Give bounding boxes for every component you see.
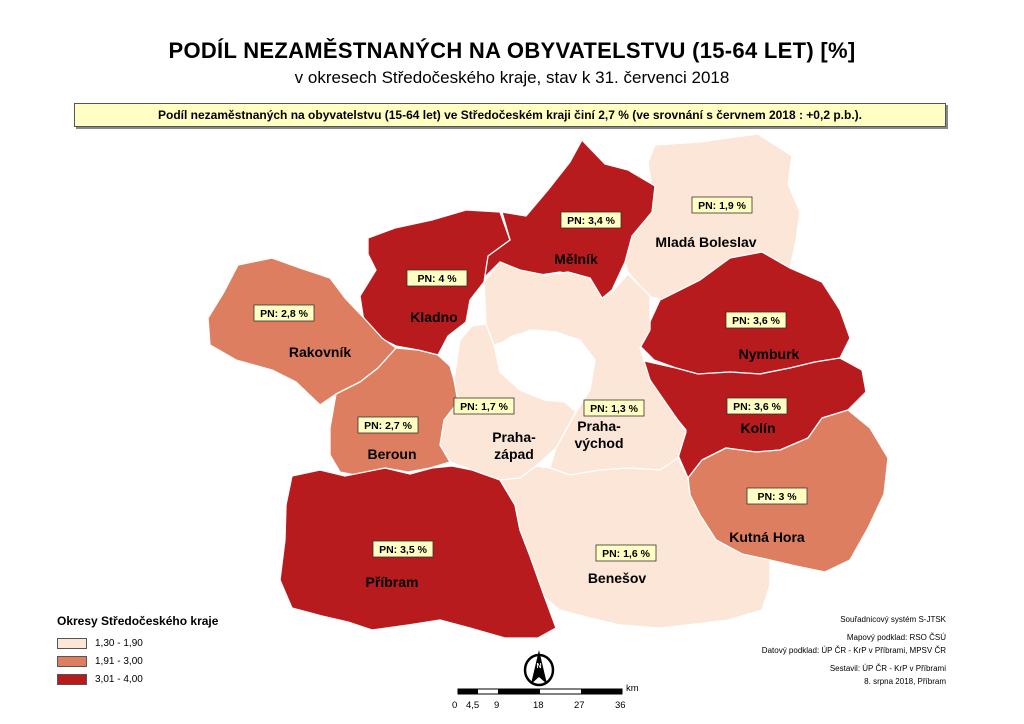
value-box: [595, 544, 657, 562]
value-label: PN: 1,3 %: [590, 403, 639, 415]
legend-item-3: 3,01 - 4,00: [57, 670, 218, 688]
value-label: PN: 3,5 %: [379, 544, 428, 556]
scale-tick-1: 4,5: [466, 700, 480, 711]
value-box: [357, 416, 419, 434]
district-beroun[interactable]: [329, 347, 459, 477]
legend: Okresy Středočeského kraje 1,30 - 1,90 1…: [57, 614, 218, 688]
district-label-benesov: PN: 1,6 % Benešov: [588, 544, 657, 586]
district-label-kutna-hora: PN: 3 % Kutná Hora: [729, 487, 808, 545]
district-label-pribram: PN: 3,5 % Příbram: [366, 540, 434, 590]
prague-hole: [494, 329, 595, 413]
scale-unit: km: [626, 683, 639, 694]
district-label-praha-zapad: PN: 1,7 % Praha-západ: [453, 397, 536, 462]
legend-label-2: 1,91 - 3,00: [95, 655, 143, 667]
scale-tick-5: 36: [615, 700, 626, 711]
district-label-praha-vychod: PN: 1,3 % Praha-východ: [574, 399, 645, 451]
credit-compiled-by: Sestavil: ÚP ČR - KrP v Příbrami: [829, 664, 946, 673]
district-label-beroun: PN: 2,7 % Beroun: [357, 416, 419, 462]
credit-coordinate-system: Souřadnicový systém S-JTSK: [840, 615, 946, 624]
district-name: Kolín: [741, 420, 776, 436]
value-box: [746, 487, 808, 505]
legend-title: Okresy Středočeského kraje: [57, 614, 219, 628]
district-name: Beroun: [368, 446, 417, 462]
legend-swatch-3: [57, 673, 87, 685]
scale-tick-4: 27: [574, 700, 585, 711]
district-name: Mělník: [554, 251, 598, 267]
legend-swatch-1: [57, 637, 87, 649]
value-label: PN: 2,8 %: [260, 308, 309, 320]
scale-tick-0: 0: [452, 700, 458, 711]
legend-label-3: 3,01 - 4,00: [95, 673, 143, 685]
district-label-mlada-boleslav: PN: 1,9 % Mladá Boleslav: [655, 196, 757, 250]
value-box: [253, 304, 315, 322]
district-name: Kladno: [410, 309, 457, 325]
district-label-melnik: PN: 3,4 % Mělník: [554, 211, 622, 267]
credit-date: 8. srpna 2018, Příbram: [864, 677, 946, 686]
value-label: PN: 1,9 %: [698, 200, 747, 212]
district-name: Mladá Boleslav: [655, 234, 756, 250]
legend-item-2: 1,91 - 3,00: [57, 652, 218, 670]
value-box: [583, 399, 645, 417]
value-label: PN: 4 %: [417, 273, 457, 285]
district-benesov[interactable]: [499, 457, 771, 629]
value-box: [726, 397, 788, 415]
map-credits: Souřadnicový systém S-JTSK Mapový podkla…: [762, 613, 946, 688]
value-label: PN: 1,7 %: [460, 401, 509, 413]
value-box: [691, 196, 753, 214]
value-box: [372, 540, 434, 558]
value-box: [453, 397, 515, 415]
value-label: PN: 2,7 %: [364, 420, 413, 432]
district-name: Praha-východ: [574, 418, 623, 451]
scale-tick-2: 9: [494, 700, 500, 711]
district-name: Kutná Hora: [729, 529, 805, 545]
district-name: Nymburk: [739, 346, 800, 362]
map-title: PODÍL NEZAMĚSTNANÝCH NA OBYVATELSTVU (15…: [168, 38, 856, 63]
scale-tick-3: 18: [533, 700, 544, 711]
district-label-kolin: PN: 3,6 % Kolín: [726, 397, 788, 436]
value-box: [725, 311, 787, 329]
district-name: Rakovník: [289, 344, 351, 360]
legend-item-1: 1,30 - 1,90: [57, 634, 218, 652]
district-label-kladno: PN: 4 % Kladno: [406, 269, 468, 325]
legend-swatch-2: [57, 655, 87, 667]
legend-label-1: 1,30 - 1,90: [95, 637, 143, 649]
district-label-nymburk: PN: 3,6 % Nymburk: [725, 311, 800, 362]
map-subtitle: v okresech Středočeského kraje, stav k 3…: [294, 68, 730, 87]
value-box: [560, 211, 622, 229]
credit-map-source: Mapový podklad: RSO ČSÚ: [846, 633, 946, 642]
value-label: PN: 3,6 %: [733, 401, 782, 413]
value-box: [406, 269, 468, 287]
district-name: Benešov: [588, 570, 647, 586]
value-label: PN: 1,6 %: [602, 548, 651, 560]
district-label-rakovnik: PN: 2,8 % Rakovník: [253, 304, 351, 360]
district-name: Příbram: [366, 574, 419, 590]
value-label: PN: 3,4 %: [567, 215, 616, 227]
value-label: PN: 3,6 %: [732, 315, 781, 327]
value-label: PN: 3 %: [757, 491, 797, 503]
credit-data-source: Datový podklad: ÚP ČR - KrP v Příbrami, …: [761, 646, 946, 655]
summary-box: Podíl nezaměstnaných na obyvatelstvu (15…: [74, 103, 946, 127]
district-name: Praha-západ: [492, 429, 536, 462]
